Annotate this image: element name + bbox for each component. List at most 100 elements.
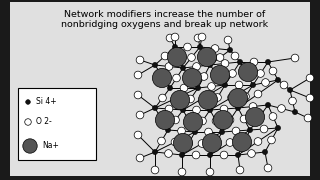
Circle shape [175,54,183,61]
Circle shape [192,129,197,135]
Circle shape [171,33,179,41]
Circle shape [243,70,250,77]
Circle shape [224,36,232,44]
Circle shape [165,127,171,132]
FancyBboxPatch shape [18,88,96,160]
Circle shape [236,105,241,111]
Circle shape [226,116,234,124]
Circle shape [232,132,252,152]
Circle shape [276,125,281,130]
Circle shape [214,94,221,101]
Circle shape [200,94,208,101]
Circle shape [184,43,191,51]
Circle shape [180,66,186,71]
Circle shape [178,168,186,176]
Circle shape [251,82,256,87]
Circle shape [180,107,186,112]
Circle shape [262,149,268,155]
Circle shape [173,74,180,82]
Circle shape [236,152,241,158]
Circle shape [173,94,180,102]
Circle shape [232,127,240,135]
Text: Na+: Na+ [42,141,59,150]
Circle shape [161,52,169,60]
Circle shape [180,84,188,92]
Circle shape [198,140,206,147]
Circle shape [185,117,193,125]
Circle shape [171,90,190,110]
Circle shape [220,105,228,113]
Circle shape [254,138,262,145]
Circle shape [231,52,239,60]
Circle shape [188,54,195,61]
Circle shape [185,140,192,147]
Circle shape [240,139,248,146]
Circle shape [192,151,200,159]
Circle shape [165,63,173,70]
Circle shape [187,95,194,103]
Circle shape [255,114,263,121]
Circle shape [151,166,159,174]
Circle shape [172,116,179,124]
Circle shape [214,71,221,79]
Circle shape [262,79,269,86]
Circle shape [193,63,200,70]
Circle shape [193,106,200,114]
FancyBboxPatch shape [10,2,310,176]
Text: nonbridging oxygens and break up network: nonbridging oxygens and break up network [61,20,268,29]
Circle shape [287,87,292,93]
Circle shape [165,105,173,113]
Circle shape [221,60,229,67]
Circle shape [152,68,172,88]
Circle shape [199,117,206,125]
Circle shape [166,34,174,42]
Circle shape [211,45,219,52]
Circle shape [196,86,201,91]
Circle shape [201,52,209,60]
Circle shape [134,71,142,79]
Circle shape [238,62,258,82]
Circle shape [200,73,208,80]
Circle shape [257,70,264,77]
Circle shape [235,81,243,89]
Circle shape [203,133,222,153]
Circle shape [152,105,157,111]
Circle shape [208,83,215,90]
Circle shape [304,114,312,122]
Circle shape [194,34,202,42]
Circle shape [291,54,299,62]
Circle shape [167,47,187,67]
Circle shape [278,105,285,112]
Circle shape [236,166,244,174]
Circle shape [228,48,233,53]
Circle shape [23,139,37,153]
Circle shape [226,139,234,146]
Circle shape [197,44,203,50]
Circle shape [245,107,265,127]
Text: O 2-: O 2- [36,118,52,127]
Circle shape [240,115,248,123]
Circle shape [198,90,218,110]
Circle shape [266,59,271,65]
Circle shape [134,91,142,99]
Circle shape [228,88,248,108]
Circle shape [173,133,193,153]
Circle shape [247,127,252,132]
Circle shape [178,127,185,135]
Circle shape [306,94,314,102]
Circle shape [172,44,178,50]
Circle shape [207,62,212,68]
Circle shape [197,47,217,67]
Circle shape [152,62,157,68]
Circle shape [158,115,165,123]
Circle shape [183,112,203,132]
Circle shape [229,70,236,77]
Circle shape [276,77,281,83]
Circle shape [212,117,220,125]
Circle shape [134,131,142,139]
Text: Si 4+: Si 4+ [36,98,57,107]
Circle shape [222,82,228,87]
Circle shape [250,58,258,66]
Circle shape [136,154,144,162]
Circle shape [242,93,249,100]
